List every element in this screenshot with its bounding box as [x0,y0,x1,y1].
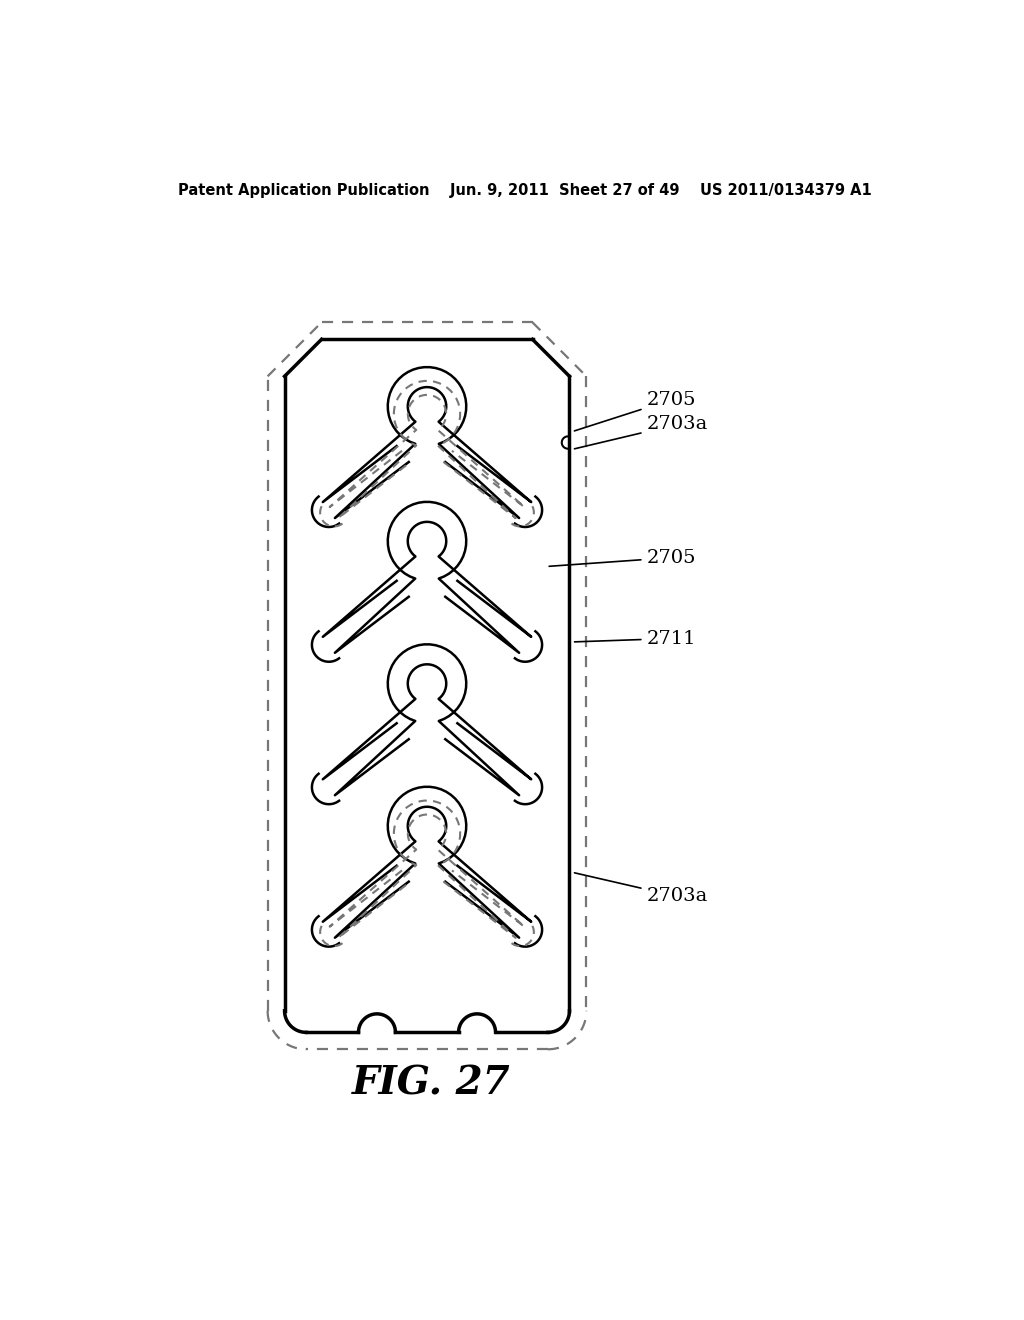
Text: 2703a: 2703a [574,416,708,449]
Text: 2705: 2705 [549,549,696,566]
Text: 2705: 2705 [574,391,696,430]
Text: 2711: 2711 [574,630,696,648]
Text: Patent Application Publication    Jun. 9, 2011  Sheet 27 of 49    US 2011/013437: Patent Application Publication Jun. 9, 2… [178,183,871,198]
Text: 2703a: 2703a [574,873,708,906]
Text: FIG. 27: FIG. 27 [351,1065,510,1104]
